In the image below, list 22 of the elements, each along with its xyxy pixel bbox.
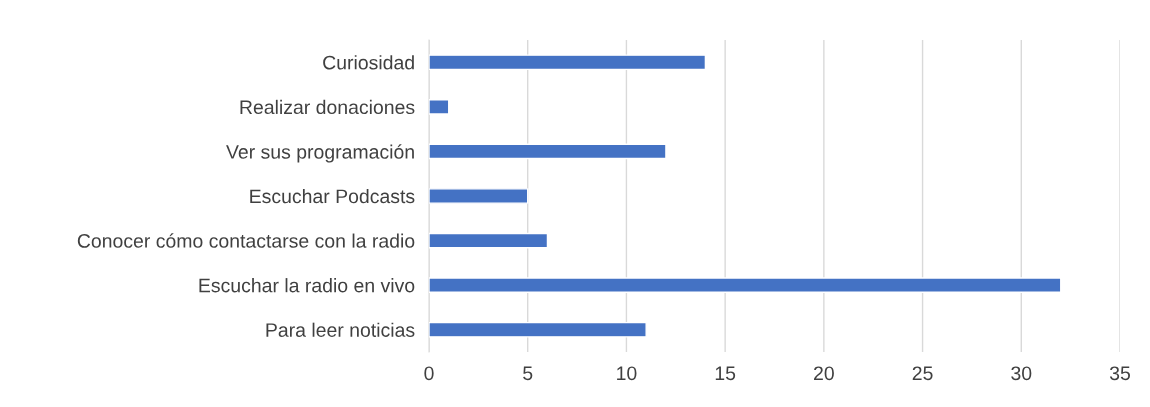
- y-tick-label: Escuchar la radio en vivo: [199, 278, 415, 293]
- y-tick-label: Ver sus programación: [226, 144, 414, 163]
- bar: [429, 232, 549, 249]
- bar: [429, 143, 667, 160]
- y-tick-label: Curiosidad: [323, 55, 414, 70]
- x-tick-label: 5: [523, 366, 533, 381]
- bar: [429, 99, 450, 115]
- x-tick-label: 35: [1109, 366, 1130, 381]
- x-tick-label: 30: [1011, 366, 1032, 381]
- x-tick-label: 10: [617, 366, 637, 381]
- x-tick-label: 20: [814, 366, 834, 381]
- bar: [429, 277, 1062, 293]
- y-tick-label: Conocer cómo contactarse con la radio: [77, 233, 415, 248]
- x-tick-label: 25: [912, 366, 933, 381]
- y-tick-label: Realizar donaciones: [240, 99, 415, 115]
- x-tick-label: 15: [715, 366, 736, 381]
- bar: [429, 321, 647, 338]
- y-tick-label: Para leer noticias: [266, 322, 415, 337]
- x-tick-label: 0: [424, 366, 434, 381]
- bar: [429, 188, 529, 204]
- bar: [429, 54, 707, 71]
- y-tick-label: Escuchar Podcasts: [250, 188, 415, 204]
